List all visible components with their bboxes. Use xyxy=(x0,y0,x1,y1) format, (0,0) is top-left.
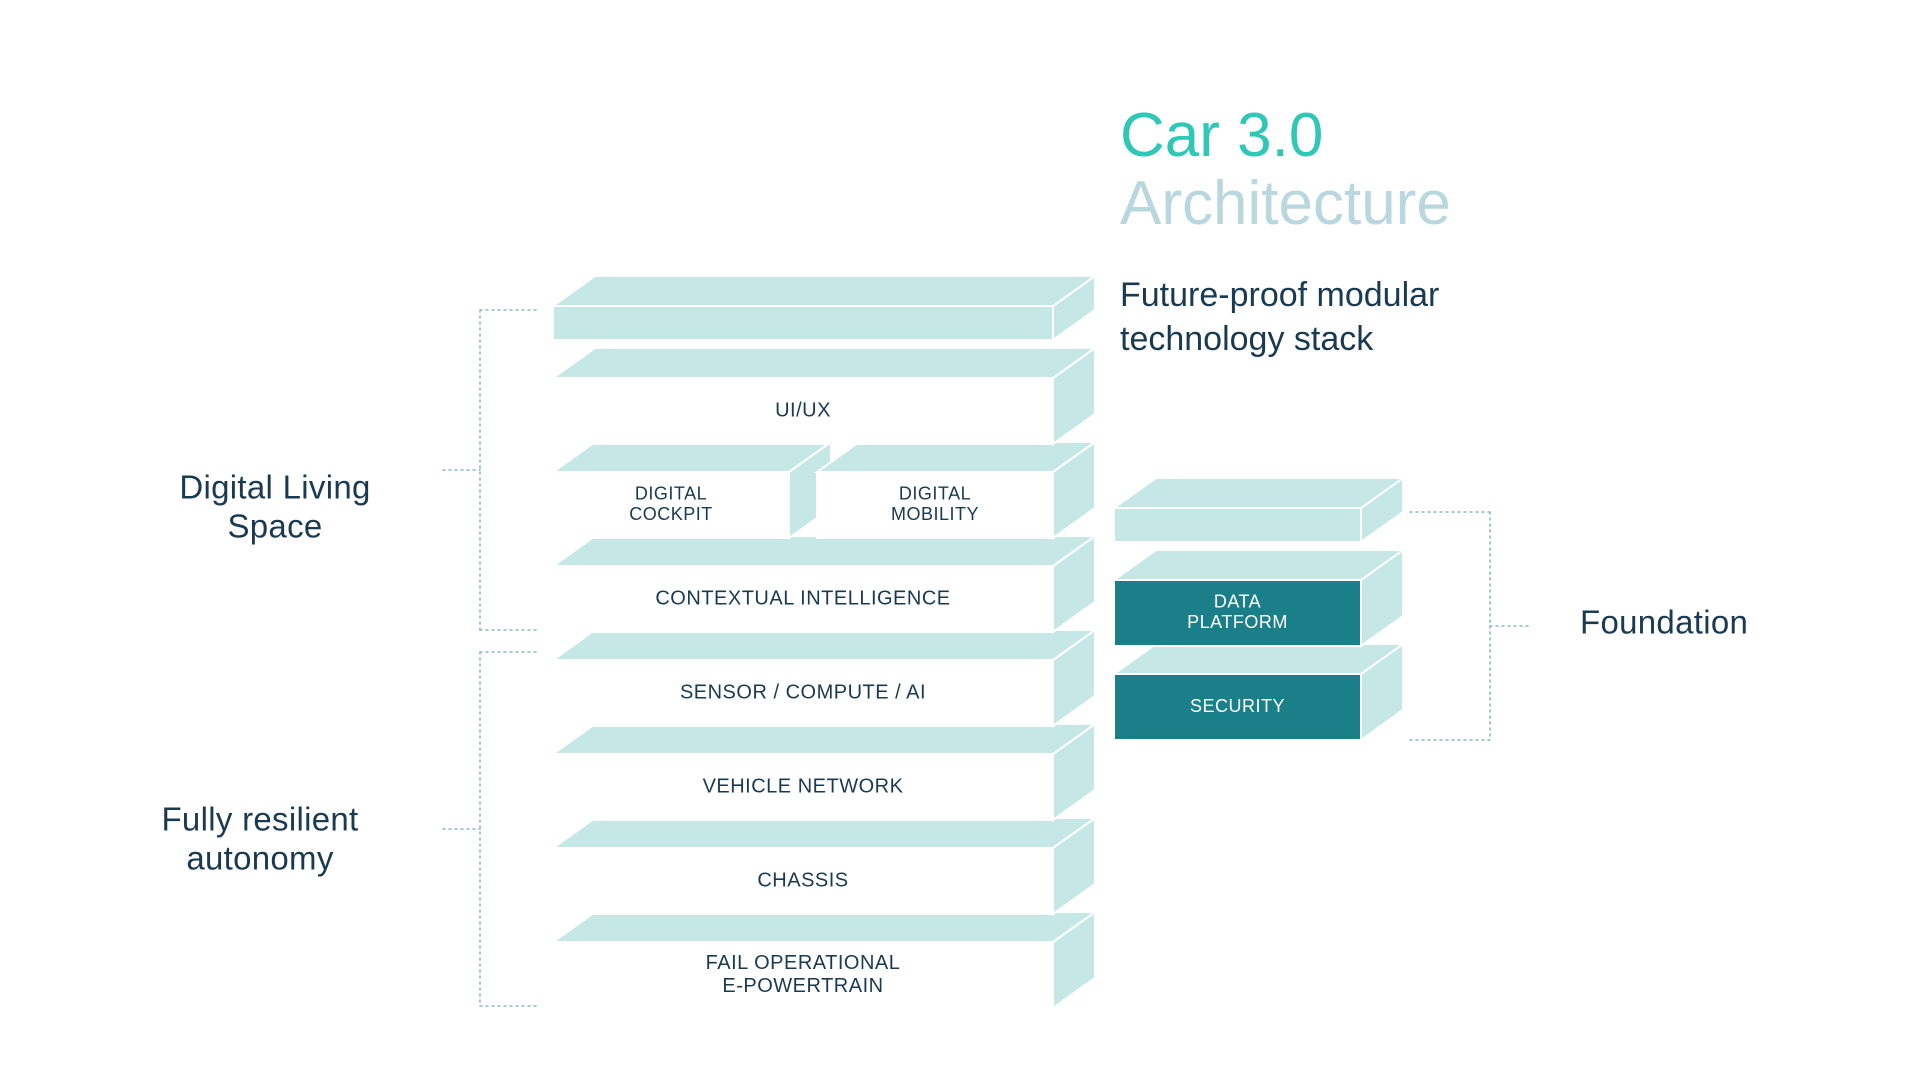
svg-text:SENSOR / COMPUTE / AI: SENSOR / COMPUTE / AI xyxy=(680,681,926,703)
layer-label-chassis: CHASSIS xyxy=(757,869,848,891)
svg-text:Digital Living: Digital Living xyxy=(179,469,370,506)
layer-label-sensor: SENSOR / COMPUTE / AI xyxy=(680,681,926,703)
svg-text:FAIL OPERATIONAL: FAIL OPERATIONAL xyxy=(706,952,901,974)
foundation-label-security: SECURITY xyxy=(1190,696,1285,716)
group-foundation: Foundation xyxy=(1580,604,1748,641)
title-line1: Car 3.0 xyxy=(1120,101,1323,170)
svg-text:E-POWERTRAIN: E-POWERTRAIN xyxy=(722,975,883,997)
svg-text:Foundation: Foundation xyxy=(1580,604,1748,641)
svg-text:autonomy: autonomy xyxy=(186,840,334,877)
svg-text:PLATFORM: PLATFORM xyxy=(1187,612,1288,632)
svg-text:UI/UX: UI/UX xyxy=(775,399,831,421)
svg-text:CONTEXTUAL INTELLIGENCE: CONTEXTUAL INTELLIGENCE xyxy=(655,587,950,609)
layer-label-vnet: VEHICLE NETWORK xyxy=(703,775,904,797)
title-line2: Architecture xyxy=(1120,169,1451,238)
layer-label-uiux: UI/UX xyxy=(775,399,831,421)
svg-text:VEHICLE NETWORK: VEHICLE NETWORK xyxy=(703,775,904,797)
layer-label-pwr: FAIL OPERATIONALE-POWERTRAIN xyxy=(706,952,901,997)
svg-text:MOBILITY: MOBILITY xyxy=(891,504,979,524)
subtitle-line2: technology stack xyxy=(1120,320,1374,358)
layer-label-context_ai: CONTEXTUAL INTELLIGENCE xyxy=(655,587,950,609)
svg-text:DATA: DATA xyxy=(1214,591,1261,611)
svg-text:COCKPIT: COCKPIT xyxy=(629,504,713,524)
group-fully-resilient: Fully resilientautonomy xyxy=(161,801,358,877)
svg-text:DIGITAL: DIGITAL xyxy=(635,483,707,503)
svg-text:SECURITY: SECURITY xyxy=(1190,696,1285,716)
group-digital-living: Digital LivingSpace xyxy=(179,469,370,545)
svg-text:CHASSIS: CHASSIS xyxy=(757,869,848,891)
svg-text:Space: Space xyxy=(227,508,322,545)
svg-text:DIGITAL: DIGITAL xyxy=(899,483,971,503)
svg-text:Fully resilient: Fully resilient xyxy=(161,801,358,838)
split-right-label: DIGITALMOBILITY xyxy=(891,483,979,524)
split-left-label: DIGITALCOCKPIT xyxy=(629,483,713,524)
subtitle-line1: Future-proof modular xyxy=(1120,276,1439,314)
